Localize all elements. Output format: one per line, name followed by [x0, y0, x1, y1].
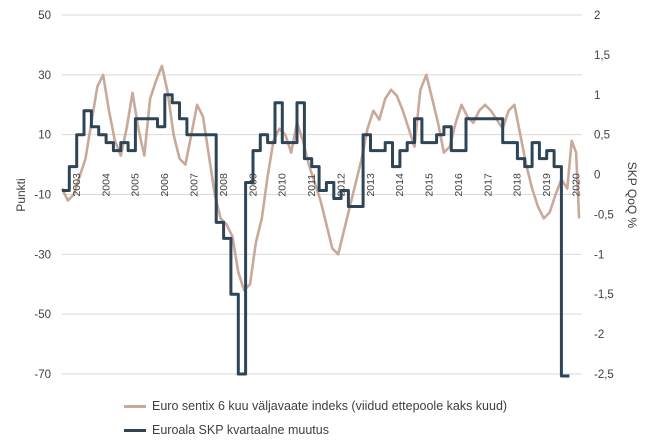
legend: Euro sentix 6 kuu väljavaate indeks (vii… [124, 394, 507, 442]
x-tick-label: 2006 [159, 173, 171, 197]
x-tick-label: 2011 [306, 174, 318, 197]
x-tick-label: 2005 [130, 173, 142, 197]
x-tick-label: 2019 [541, 173, 553, 197]
y2-tick-label: -0,5 [594, 209, 614, 221]
y-tick-label: -70 [34, 369, 51, 381]
x-tick-label: 2009 [247, 173, 259, 197]
legend-swatch-gdp [124, 428, 146, 432]
y2-tick-label: -2,5 [594, 369, 614, 381]
y-axis-label: Punkti [14, 178, 28, 211]
y-tick-label: -10 [34, 190, 51, 202]
x-tick-label: 2007 [189, 173, 201, 197]
y-tick-label: -30 [34, 249, 51, 261]
x-tick-label: 2003 [71, 173, 83, 197]
y2-tick-labels: -2,5 -2 -1,5 -1 -0,5 0 0,5 1 1,5 2 [594, 10, 614, 381]
y2-tick-label: 0 [594, 170, 600, 182]
x-tick-label: 2018 [512, 173, 524, 197]
y2-tick-label: -2 [594, 329, 604, 341]
y-tick-label: 10 [38, 130, 51, 142]
y2-tick-label: 0,5 [594, 130, 610, 142]
gridlines [62, 14, 582, 375]
y-tick-label: 50 [38, 10, 51, 22]
y-tick-labels: -70 -50 -30 -10 10 30 50 [34, 10, 51, 381]
y2-tick-label: -1 [594, 249, 604, 261]
y2-tick-label: 2 [594, 10, 600, 22]
y2-tick-label: 1,5 [594, 50, 610, 62]
y2-tick-label: -1,5 [594, 289, 614, 301]
x-tick-label: 2017 [482, 173, 494, 197]
x-tick-label: 2016 [453, 173, 465, 197]
x-tick-label: 2014 [394, 173, 406, 197]
y2-axis-label: SKP QoQ % [625, 162, 639, 229]
x-tick-label: 2004 [100, 173, 112, 197]
series-line-sentix [60, 64, 581, 292]
x-tick-label: 2015 [424, 173, 436, 197]
series-line-gdp [62, 93, 570, 378]
legend-item-gdp: Euroala SKP kvartaalne muutus [124, 418, 507, 442]
x-tick-label: 2020 [570, 173, 582, 197]
series-lines [60, 64, 581, 378]
x-tick-label: 2010 [277, 173, 289, 197]
legend-item-sentix: Euro sentix 6 kuu väljavaate indeks (vii… [124, 394, 507, 418]
x-tick-label: 2012 [335, 173, 347, 197]
y-tick-label: -50 [34, 309, 51, 321]
legend-label-gdp: Euroala SKP kvartaalne muutus [152, 423, 329, 437]
legend-swatch-sentix [124, 404, 146, 408]
x-tick-label: 2008 [218, 173, 230, 197]
x-tick-label: 2013 [365, 173, 377, 197]
legend-label-sentix: Euro sentix 6 kuu väljavaate indeks (vii… [152, 399, 508, 413]
y2-tick-label: 1 [594, 90, 600, 102]
x-tick-labels: 2003 2004 2005 2006 2007 2008 2009 2010 2011 2012… [71, 173, 582, 197]
y-tick-label: 30 [38, 70, 51, 82]
